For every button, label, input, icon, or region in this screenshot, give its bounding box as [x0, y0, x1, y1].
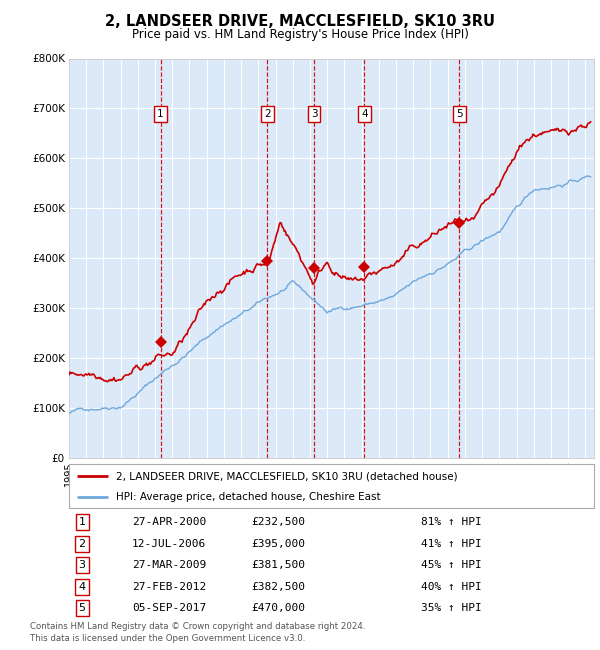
Text: 2, LANDSEER DRIVE, MACCLESFIELD, SK10 3RU (detached house): 2, LANDSEER DRIVE, MACCLESFIELD, SK10 3R… — [116, 471, 458, 481]
Text: 4: 4 — [79, 582, 86, 592]
Text: £382,500: £382,500 — [251, 582, 305, 592]
Text: 2: 2 — [79, 539, 86, 549]
Text: 2: 2 — [264, 109, 271, 119]
Text: HPI: Average price, detached house, Cheshire East: HPI: Average price, detached house, Ches… — [116, 492, 381, 502]
Text: 45% ↑ HPI: 45% ↑ HPI — [421, 560, 482, 570]
Text: £470,000: £470,000 — [251, 603, 305, 613]
Text: £232,500: £232,500 — [251, 517, 305, 527]
Text: 40% ↑ HPI: 40% ↑ HPI — [421, 582, 482, 592]
Text: 81% ↑ HPI: 81% ↑ HPI — [421, 517, 482, 527]
Text: 4: 4 — [361, 109, 368, 119]
Text: 27-FEB-2012: 27-FEB-2012 — [132, 582, 206, 592]
Text: 05-SEP-2017: 05-SEP-2017 — [132, 603, 206, 613]
Text: £381,500: £381,500 — [251, 560, 305, 570]
Text: £395,000: £395,000 — [251, 539, 305, 549]
Text: 41% ↑ HPI: 41% ↑ HPI — [421, 539, 482, 549]
Text: Price paid vs. HM Land Registry's House Price Index (HPI): Price paid vs. HM Land Registry's House … — [131, 28, 469, 41]
Text: 27-APR-2000: 27-APR-2000 — [132, 517, 206, 527]
Text: 35% ↑ HPI: 35% ↑ HPI — [421, 603, 482, 613]
Text: 5: 5 — [456, 109, 463, 119]
Text: 2, LANDSEER DRIVE, MACCLESFIELD, SK10 3RU: 2, LANDSEER DRIVE, MACCLESFIELD, SK10 3R… — [105, 14, 495, 29]
Text: 3: 3 — [311, 109, 317, 119]
Text: 27-MAR-2009: 27-MAR-2009 — [132, 560, 206, 570]
Text: 5: 5 — [79, 603, 86, 613]
Text: 1: 1 — [157, 109, 164, 119]
Text: Contains HM Land Registry data © Crown copyright and database right 2024.
This d: Contains HM Land Registry data © Crown c… — [30, 622, 365, 643]
Text: 12-JUL-2006: 12-JUL-2006 — [132, 539, 206, 549]
Text: 1: 1 — [79, 517, 86, 527]
Text: 3: 3 — [79, 560, 86, 570]
